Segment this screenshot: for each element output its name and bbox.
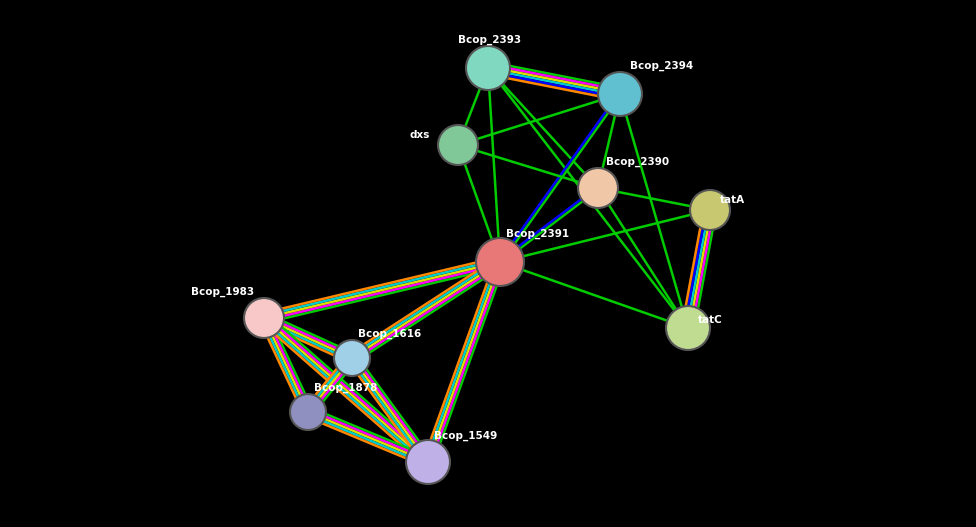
Text: tatC: tatC <box>698 315 723 325</box>
Circle shape <box>466 46 510 90</box>
Circle shape <box>334 340 370 376</box>
Text: Bcop_2393: Bcop_2393 <box>459 35 521 45</box>
Circle shape <box>578 168 618 208</box>
Circle shape <box>406 440 450 484</box>
Text: dxs: dxs <box>410 130 430 140</box>
Circle shape <box>666 306 710 350</box>
Text: Bcop_1983: Bcop_1983 <box>191 287 254 297</box>
Circle shape <box>476 238 524 286</box>
Text: tatA: tatA <box>720 195 745 205</box>
Text: Bcop_2391: Bcop_2391 <box>506 229 569 239</box>
Text: Bcop_2390: Bcop_2390 <box>606 157 670 167</box>
Circle shape <box>598 72 642 116</box>
Circle shape <box>290 394 326 430</box>
Text: Bcop_1616: Bcop_1616 <box>358 329 422 339</box>
Text: Bcop_2394: Bcop_2394 <box>630 61 693 71</box>
Text: Bcop_1878: Bcop_1878 <box>314 383 378 393</box>
Circle shape <box>690 190 730 230</box>
Text: Bcop_1549: Bcop_1549 <box>434 431 497 441</box>
Circle shape <box>244 298 284 338</box>
Circle shape <box>438 125 478 165</box>
